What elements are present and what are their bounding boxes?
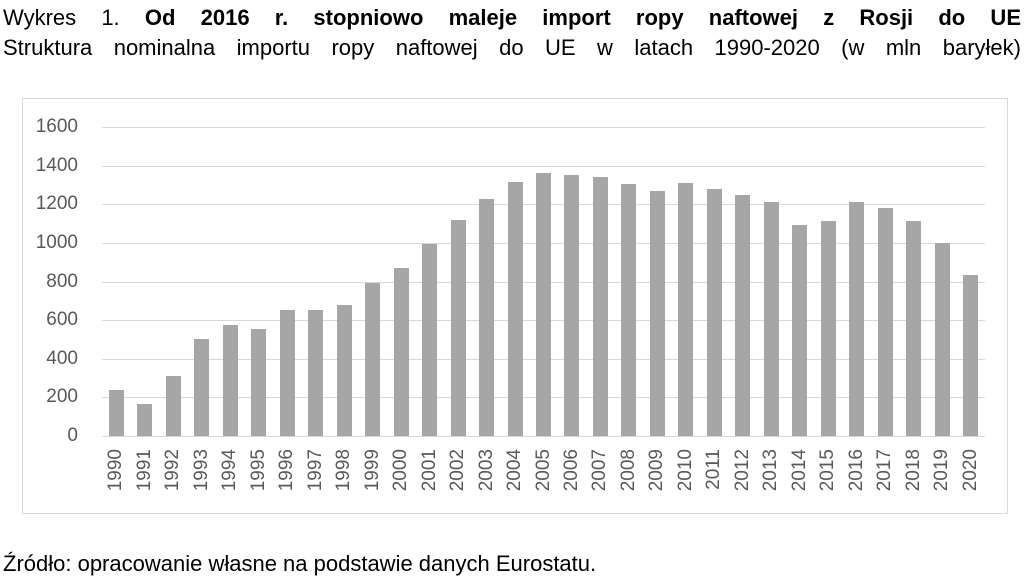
x-axis-label-1998: 1998 [333, 449, 354, 492]
y-axis-label-1400: 1400 [35, 155, 78, 176]
bar-2014 [792, 225, 807, 436]
bar-1994 [223, 325, 238, 436]
bar-1997 [308, 310, 323, 436]
x-axis-label-2006: 2006 [561, 449, 582, 492]
bar-2012 [735, 195, 750, 436]
bar-1999 [365, 283, 380, 436]
x-axis-label-1996: 1996 [276, 449, 297, 492]
bar-1991 [137, 404, 152, 436]
x-axis-label-2000: 2000 [390, 449, 411, 492]
bar-2008 [621, 184, 636, 436]
x-axis-label-2016: 2016 [846, 449, 867, 492]
gridline-1600 [102, 127, 985, 128]
y-axis-label-1200: 1200 [35, 193, 78, 214]
x-axis-label-1990: 1990 [105, 449, 126, 492]
bar-2006 [564, 175, 579, 436]
bar-2003 [479, 199, 494, 436]
caption-line-1: Wykres 1. Od 2016 r. stopniowo maleje im… [3, 2, 1021, 33]
bar-2015 [821, 221, 836, 436]
bar-2013 [764, 202, 779, 436]
y-axis-label-0: 0 [67, 425, 78, 446]
x-axis-label-2020: 2020 [960, 449, 981, 492]
bar-1992 [166, 376, 181, 436]
caption-emphasis: Od 2016 r. stopniowo maleje import ropy … [144, 5, 1021, 30]
bar-2004 [508, 182, 523, 436]
y-axis-label-1000: 1000 [35, 232, 78, 253]
x-axis-label-2011: 2011 [703, 449, 724, 490]
x-axis-label-2019: 2019 [931, 449, 952, 492]
x-axis-label-2001: 2001 [419, 449, 440, 492]
bar-1995 [251, 329, 266, 436]
bar-2019 [935, 243, 950, 436]
bar-2002 [451, 220, 466, 436]
bar-2009 [650, 191, 665, 436]
bar-2018 [906, 221, 921, 436]
gridline-1400 [102, 166, 985, 167]
bar-1996 [280, 310, 295, 436]
x-axis-label-2003: 2003 [476, 449, 497, 492]
x-axis-label-2007: 2007 [589, 449, 610, 492]
y-axis-label-600: 600 [46, 309, 78, 330]
bar-1998 [337, 305, 352, 436]
bar-2016 [849, 202, 864, 436]
bar-2010 [678, 183, 693, 436]
x-axis-label-1991: 1991 [134, 449, 155, 492]
bar-1993 [194, 339, 209, 436]
bar-2007 [593, 177, 608, 436]
x-axis-label-2010: 2010 [675, 449, 696, 492]
gridline-0 [102, 436, 985, 437]
x-axis-label-1993: 1993 [191, 449, 212, 492]
x-axis-label-1994: 1994 [219, 449, 240, 492]
caption-subtitle: Struktura nominalna importu ropy naftowe… [3, 35, 1021, 60]
x-axis-label-2005: 2005 [533, 449, 554, 492]
x-axis-label-1995: 1995 [248, 449, 269, 492]
chart-caption: Wykres 1. Od 2016 r. stopniowo maleje im… [3, 2, 1021, 63]
x-axis-label-1997: 1997 [305, 449, 326, 492]
x-axis-label-2008: 2008 [618, 449, 639, 492]
bar-2000 [394, 268, 409, 436]
x-axis-label-1992: 1992 [162, 449, 183, 492]
x-axis-label-2004: 2004 [504, 449, 525, 492]
y-axis-label-200: 200 [46, 386, 78, 407]
bar-1990 [109, 390, 124, 436]
x-axis-label-2017: 2017 [874, 449, 895, 492]
source-note: Źródło: opracowanie własne na podstawie … [3, 551, 597, 576]
y-axis-label-1600: 1600 [35, 116, 78, 137]
bar-2017 [878, 208, 893, 436]
x-axis-label-2012: 2012 [732, 449, 753, 492]
plot-area: 0 200 400 600 800 1000 1200 1400 1600 1990 1991 199… [23, 99, 1007, 513]
x-axis-label-2015: 2015 [817, 449, 838, 492]
bar-2020 [963, 275, 978, 436]
x-axis-label-1999: 1999 [362, 449, 383, 492]
y-axis-label-400: 400 [46, 348, 78, 369]
x-axis-label-2014: 2014 [789, 449, 810, 492]
bar-2001 [422, 244, 437, 436]
chart-area: 0 200 400 600 800 1000 1200 1400 1600 1990 1991 199… [22, 98, 1008, 514]
x-axis-label-2009: 2009 [646, 449, 667, 492]
bar-2005 [536, 173, 551, 436]
x-axis-label-2018: 2018 [903, 449, 924, 492]
x-axis-label-2002: 2002 [447, 449, 468, 492]
bar-2011 [707, 189, 722, 436]
x-axis-label-2013: 2013 [760, 449, 781, 492]
caption-prefix: Wykres 1. [3, 5, 120, 30]
y-axis-label-800: 800 [46, 271, 78, 292]
